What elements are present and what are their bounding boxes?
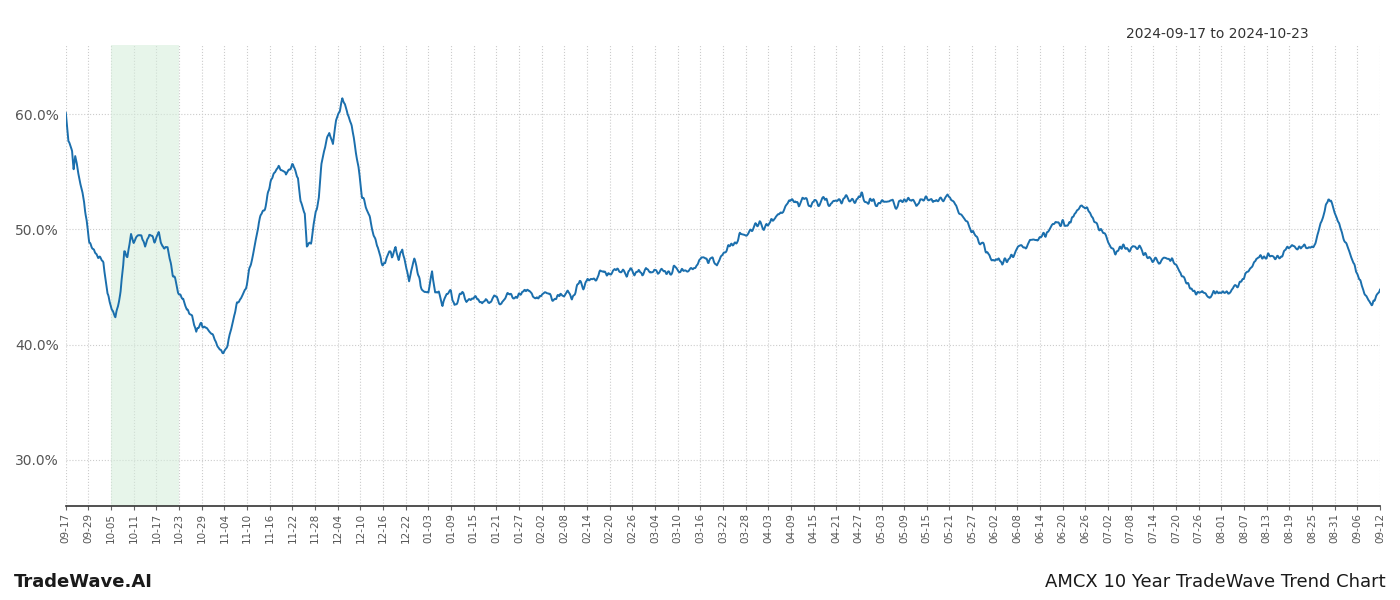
Text: AMCX 10 Year TradeWave Trend Chart: AMCX 10 Year TradeWave Trend Chart bbox=[1046, 573, 1386, 591]
Text: TradeWave.AI: TradeWave.AI bbox=[14, 573, 153, 591]
Bar bbox=[111, 45, 179, 506]
Text: 2024-09-17 to 2024-10-23: 2024-09-17 to 2024-10-23 bbox=[1127, 27, 1309, 41]
